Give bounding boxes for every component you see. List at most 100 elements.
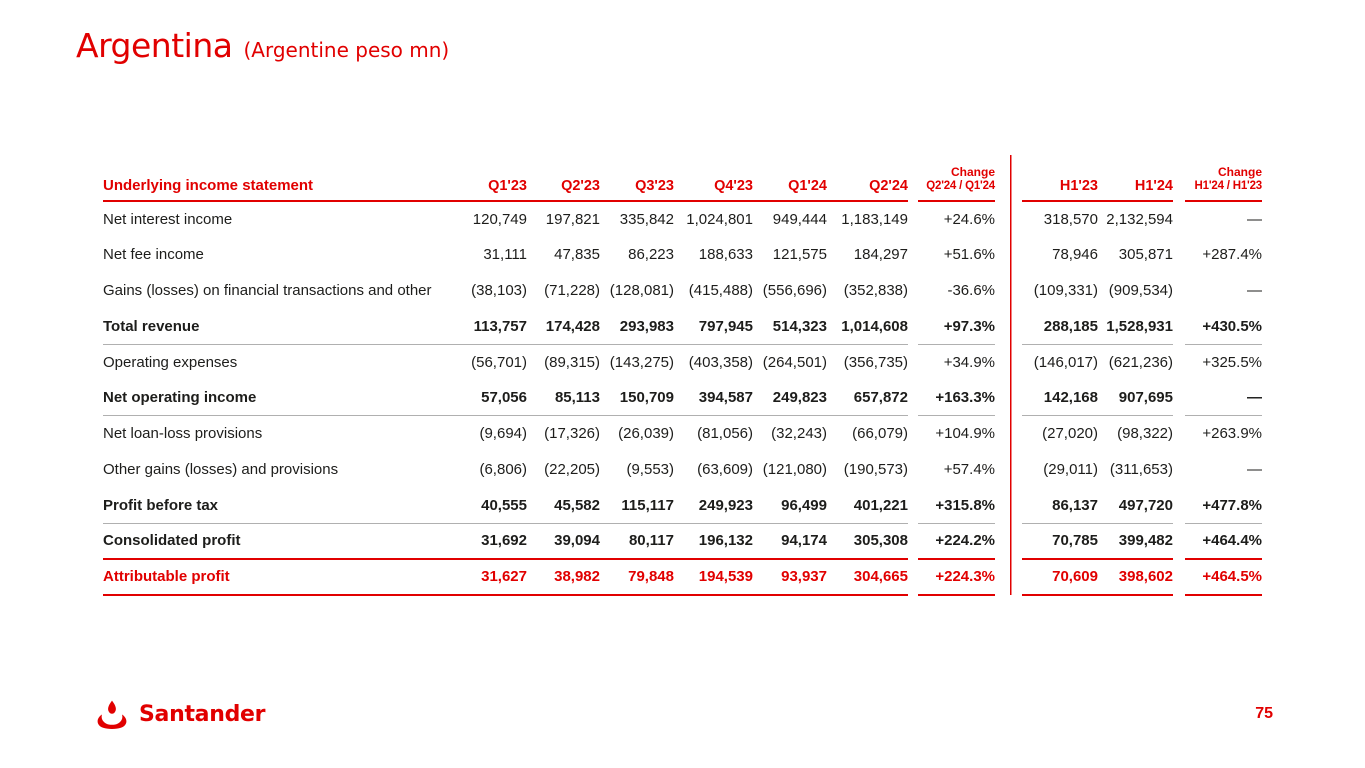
row-gap [1173, 452, 1185, 488]
cell-change-half: +464.4% [1185, 523, 1262, 560]
cell-q4-23: 249,923 [674, 487, 753, 524]
cell-h1-23: 288,185 [1022, 308, 1098, 345]
cell-q3-23: (9,553) [626, 460, 674, 478]
cell-change-half: — [1185, 379, 1262, 417]
row-gap [908, 487, 918, 523]
row-label: Total revenue [103, 308, 443, 345]
cell-h1-23: (109,331) [1033, 281, 1098, 299]
cell-q2-24: 304,665 [827, 558, 908, 596]
cell-q4-23: (81,056) [697, 425, 753, 443]
row-gap [1173, 201, 1185, 237]
santander-logo: Santander [94, 699, 266, 730]
cell-q2-24: 305,308 [827, 523, 908, 560]
row-gap [908, 201, 918, 237]
cell-q1-24: (121,080) [762, 460, 827, 478]
cell-q3-23: 86,223 [628, 246, 674, 264]
table-row: Attributable profit 31,627 38,982 79,848… [103, 558, 1262, 596]
cell-q1-24: 249,823 [753, 379, 827, 417]
table-body: Net interest income 120,749 197,821 335,… [103, 201, 1262, 596]
cell-q4-23: (63,609) [697, 460, 753, 478]
table-divider [995, 201, 1022, 237]
change-period: Q2'24 / Q1'24 [926, 180, 995, 192]
cell-q2-24: (356,735) [843, 353, 908, 371]
cell-q2-24: (66,079) [852, 425, 908, 443]
cell-q1-23: 40,555 [443, 487, 527, 524]
cell-q3-23: 150,709 [600, 379, 674, 417]
cell-q1-23: 31,692 [443, 523, 527, 560]
row-label: Consolidated profit [103, 523, 443, 560]
change-period: H1'24 / H1'23 [1194, 180, 1263, 192]
cell-q3-23: 293,983 [600, 308, 674, 345]
row-label: Operating expenses [103, 353, 238, 371]
row-gap [1173, 416, 1185, 452]
cell-change-half: +477.8% [1185, 487, 1262, 524]
col-header-q2-24: Q2'24 [827, 155, 908, 202]
table-row: Net loan-loss provisions (9,694) (17,326… [103, 415, 1262, 452]
cell-change-quarter: -36.6% [947, 281, 995, 299]
cell-q1-24: (264,501) [762, 353, 827, 371]
cell-q1-24: 94,174 [753, 523, 827, 560]
table-divider [995, 451, 1022, 488]
table-row: Gains (losses) on financial transactions… [103, 272, 1262, 309]
cell-change-half: — [1247, 210, 1262, 228]
cell-q2-24: 401,221 [827, 487, 908, 524]
col-header-q4-23: Q4'23 [674, 155, 753, 202]
row-label: Net loan-loss provisions [103, 425, 263, 443]
cell-q1-23: (6,806) [479, 460, 527, 478]
cell-q1-24: 96,499 [753, 487, 827, 524]
cell-change-quarter: +97.3% [918, 308, 995, 345]
cell-q4-23: 194,539 [674, 558, 753, 596]
row-gap [908, 237, 918, 273]
row-label: Attributable profit [103, 558, 443, 596]
cell-q2-24: (190,573) [843, 460, 908, 478]
cell-h1-23: 78,946 [1052, 246, 1098, 264]
row-gap [908, 559, 918, 595]
cell-q1-23: 31,111 [483, 246, 527, 264]
cell-q1-23: (56,701) [471, 353, 527, 371]
cell-q2-23: 39,094 [527, 523, 600, 560]
cell-change-quarter: +34.9% [943, 353, 995, 371]
col-header-change-half: Change H1'24 / H1'23 [1185, 155, 1263, 202]
row-gap [1173, 559, 1185, 595]
cell-q2-24: 657,872 [827, 379, 908, 417]
cell-q2-23: 38,982 [527, 558, 600, 596]
cell-h1-24: (909,534) [1108, 281, 1173, 299]
cell-q2-24: 1,014,608 [827, 308, 908, 345]
col-header-h1-23: H1'23 [1022, 155, 1098, 202]
cell-change-half: +430.5% [1185, 308, 1262, 345]
cell-change-half: — [1247, 460, 1262, 478]
change-label: Change [1217, 165, 1262, 179]
cell-q3-23: 115,117 [600, 487, 674, 524]
cell-q4-23: 188,633 [698, 246, 753, 264]
table-divider [995, 379, 1022, 416]
income-statement-table: Underlying income statement Q1'23 Q2'23 … [103, 155, 1262, 596]
header-gap [1173, 155, 1185, 201]
table-divider [995, 487, 1022, 524]
table-divider [995, 155, 1022, 201]
cell-q1-23: (9,694) [479, 425, 527, 443]
table-row: Net operating income 57,056 85,113 150,7… [103, 379, 1262, 417]
cell-h1-24: 907,695 [1098, 379, 1173, 417]
cell-q2-24: 184,297 [853, 246, 908, 264]
cell-h1-23: 70,785 [1022, 523, 1098, 560]
cell-h1-23: 318,570 [1043, 210, 1098, 228]
cell-q4-23: 394,587 [674, 379, 753, 417]
cell-q1-23: 113,757 [443, 308, 527, 345]
cell-q1-23: (38,103) [471, 281, 527, 299]
table-row: Net interest income 120,749 197,821 335,… [103, 201, 1262, 237]
row-gap [1173, 380, 1185, 416]
cell-change-quarter: +224.2% [918, 523, 995, 560]
cell-h1-24: 1,528,931 [1098, 308, 1173, 345]
row-gap [908, 452, 918, 488]
cell-change-half: +263.9% [1202, 425, 1262, 443]
table-divider [995, 558, 1022, 595]
table-divider [995, 308, 1022, 345]
table-divider [995, 523, 1022, 559]
table-divider [995, 344, 1022, 380]
cell-q2-23: (89,315) [544, 353, 600, 371]
row-gap [908, 344, 918, 380]
cell-h1-24: (621,236) [1108, 353, 1173, 371]
cell-q2-23: (71,228) [544, 281, 600, 299]
row-label: Other gains (losses) and provisions [103, 460, 339, 478]
